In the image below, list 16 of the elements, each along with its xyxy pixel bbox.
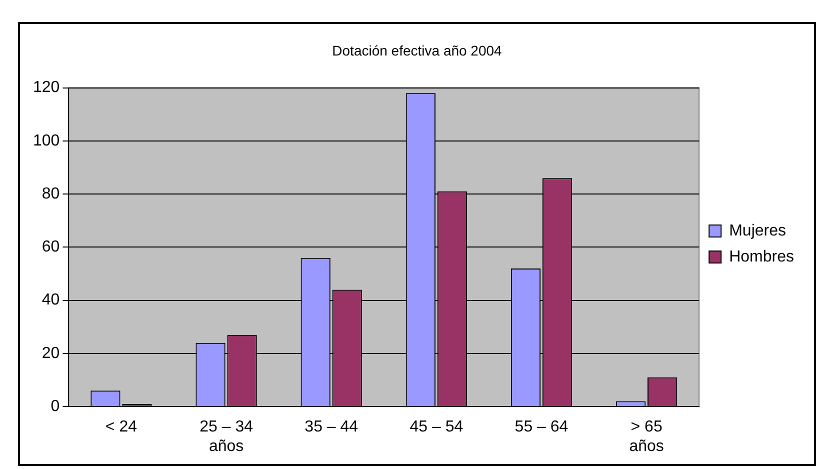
y-tick-label: 120 [32,79,60,96]
y-tick-label: 80 [42,185,60,202]
y-tick-label: 40 [42,292,60,309]
x-tick-label: 25 – 34 años [200,418,254,455]
x-tick-label: > 65 años [629,418,664,455]
legend-label: Mujeres [729,222,786,240]
x-tick-label: 55 – 64 [514,418,568,436]
x-tick-label: 45 – 54 [410,418,464,436]
y-tick-label: 20 [42,344,60,362]
x-tick-label: < 24 [105,418,138,436]
y-tick-label: 0 [50,398,60,416]
y-tick-label: 100 [32,132,60,150]
x-tick-label: 35 – 44 [304,418,358,436]
legend-label: Hombres [729,248,794,266]
chart-title: Dotación efectiva año 2004 [332,42,502,58]
y-tick-label: 60 [42,238,60,256]
